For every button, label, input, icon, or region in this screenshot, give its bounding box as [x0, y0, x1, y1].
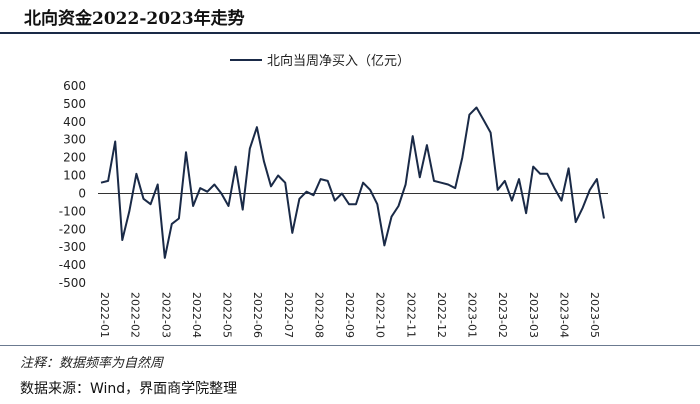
y-tick-label: -200 — [59, 222, 86, 236]
footnote: 注释：数据频率为自然周 — [20, 356, 164, 371]
chart-legend: 北向当周净买入（亿元） — [230, 53, 410, 69]
x-tick-label: 2022-04 — [190, 292, 203, 338]
bottom-divider — [0, 345, 700, 346]
line-chart: 北向当周净买入（亿元） 600 500 400 300 200 100 0 -100 -200 -… — [59, 53, 608, 338]
y-tick-label: -100 — [59, 204, 86, 218]
x-tick-label: 2022-03 — [159, 292, 172, 338]
series-line — [100, 106, 605, 259]
y-tick-label: 0 — [78, 186, 86, 200]
y-tick-label: 600 — [63, 79, 86, 93]
y-tick-label: 200 — [63, 151, 86, 165]
x-tick-label: 2023-05 — [588, 292, 601, 338]
y-axis-ticks: 600 500 400 300 200 100 0 -100 -200 -300 -400 -500 — [59, 79, 86, 290]
x-tick-label: 2022-08 — [312, 292, 325, 338]
y-tick-label: 500 — [63, 97, 86, 111]
y-tick-label: -300 — [59, 240, 86, 254]
x-tick-label: 2022-06 — [251, 292, 264, 338]
x-tick-label: 2022-02 — [129, 292, 142, 338]
x-tick-label: 2023-04 — [557, 292, 570, 338]
x-tick-label: 2023-03 — [527, 292, 540, 338]
x-tick-label: 2022-09 — [343, 292, 356, 338]
y-tick-label: 300 — [63, 133, 86, 147]
x-tick-label: 2023-01 — [466, 292, 479, 338]
x-tick-label: 2022-10 — [374, 292, 387, 338]
y-tick-label: 100 — [63, 169, 86, 183]
x-tick-label: 2022-01 — [98, 292, 111, 338]
y-tick-label: 400 — [63, 115, 86, 129]
x-tick-label: 2022-05 — [221, 292, 234, 338]
x-tick-label: 2022-11 — [404, 292, 417, 338]
y-tick-label: -500 — [59, 276, 86, 290]
top-divider — [0, 32, 700, 34]
x-axis-ticks: 2022-01 2022-02 2022-03 2022-04 2022-05 2022-… — [98, 292, 601, 338]
x-tick-label: 2023-02 — [496, 292, 509, 338]
data-source: 数据来源：Wind，界面商学院整理 — [20, 381, 238, 397]
x-tick-label: 2022-07 — [282, 292, 295, 338]
chart-series — [100, 106, 605, 259]
y-tick-label: -400 — [59, 258, 86, 272]
legend-label: 北向当周净买入（亿元） — [267, 53, 410, 69]
x-tick-label: 2022-12 — [435, 292, 448, 338]
page-title: 北向资金2022-2023年走势 — [24, 9, 245, 29]
